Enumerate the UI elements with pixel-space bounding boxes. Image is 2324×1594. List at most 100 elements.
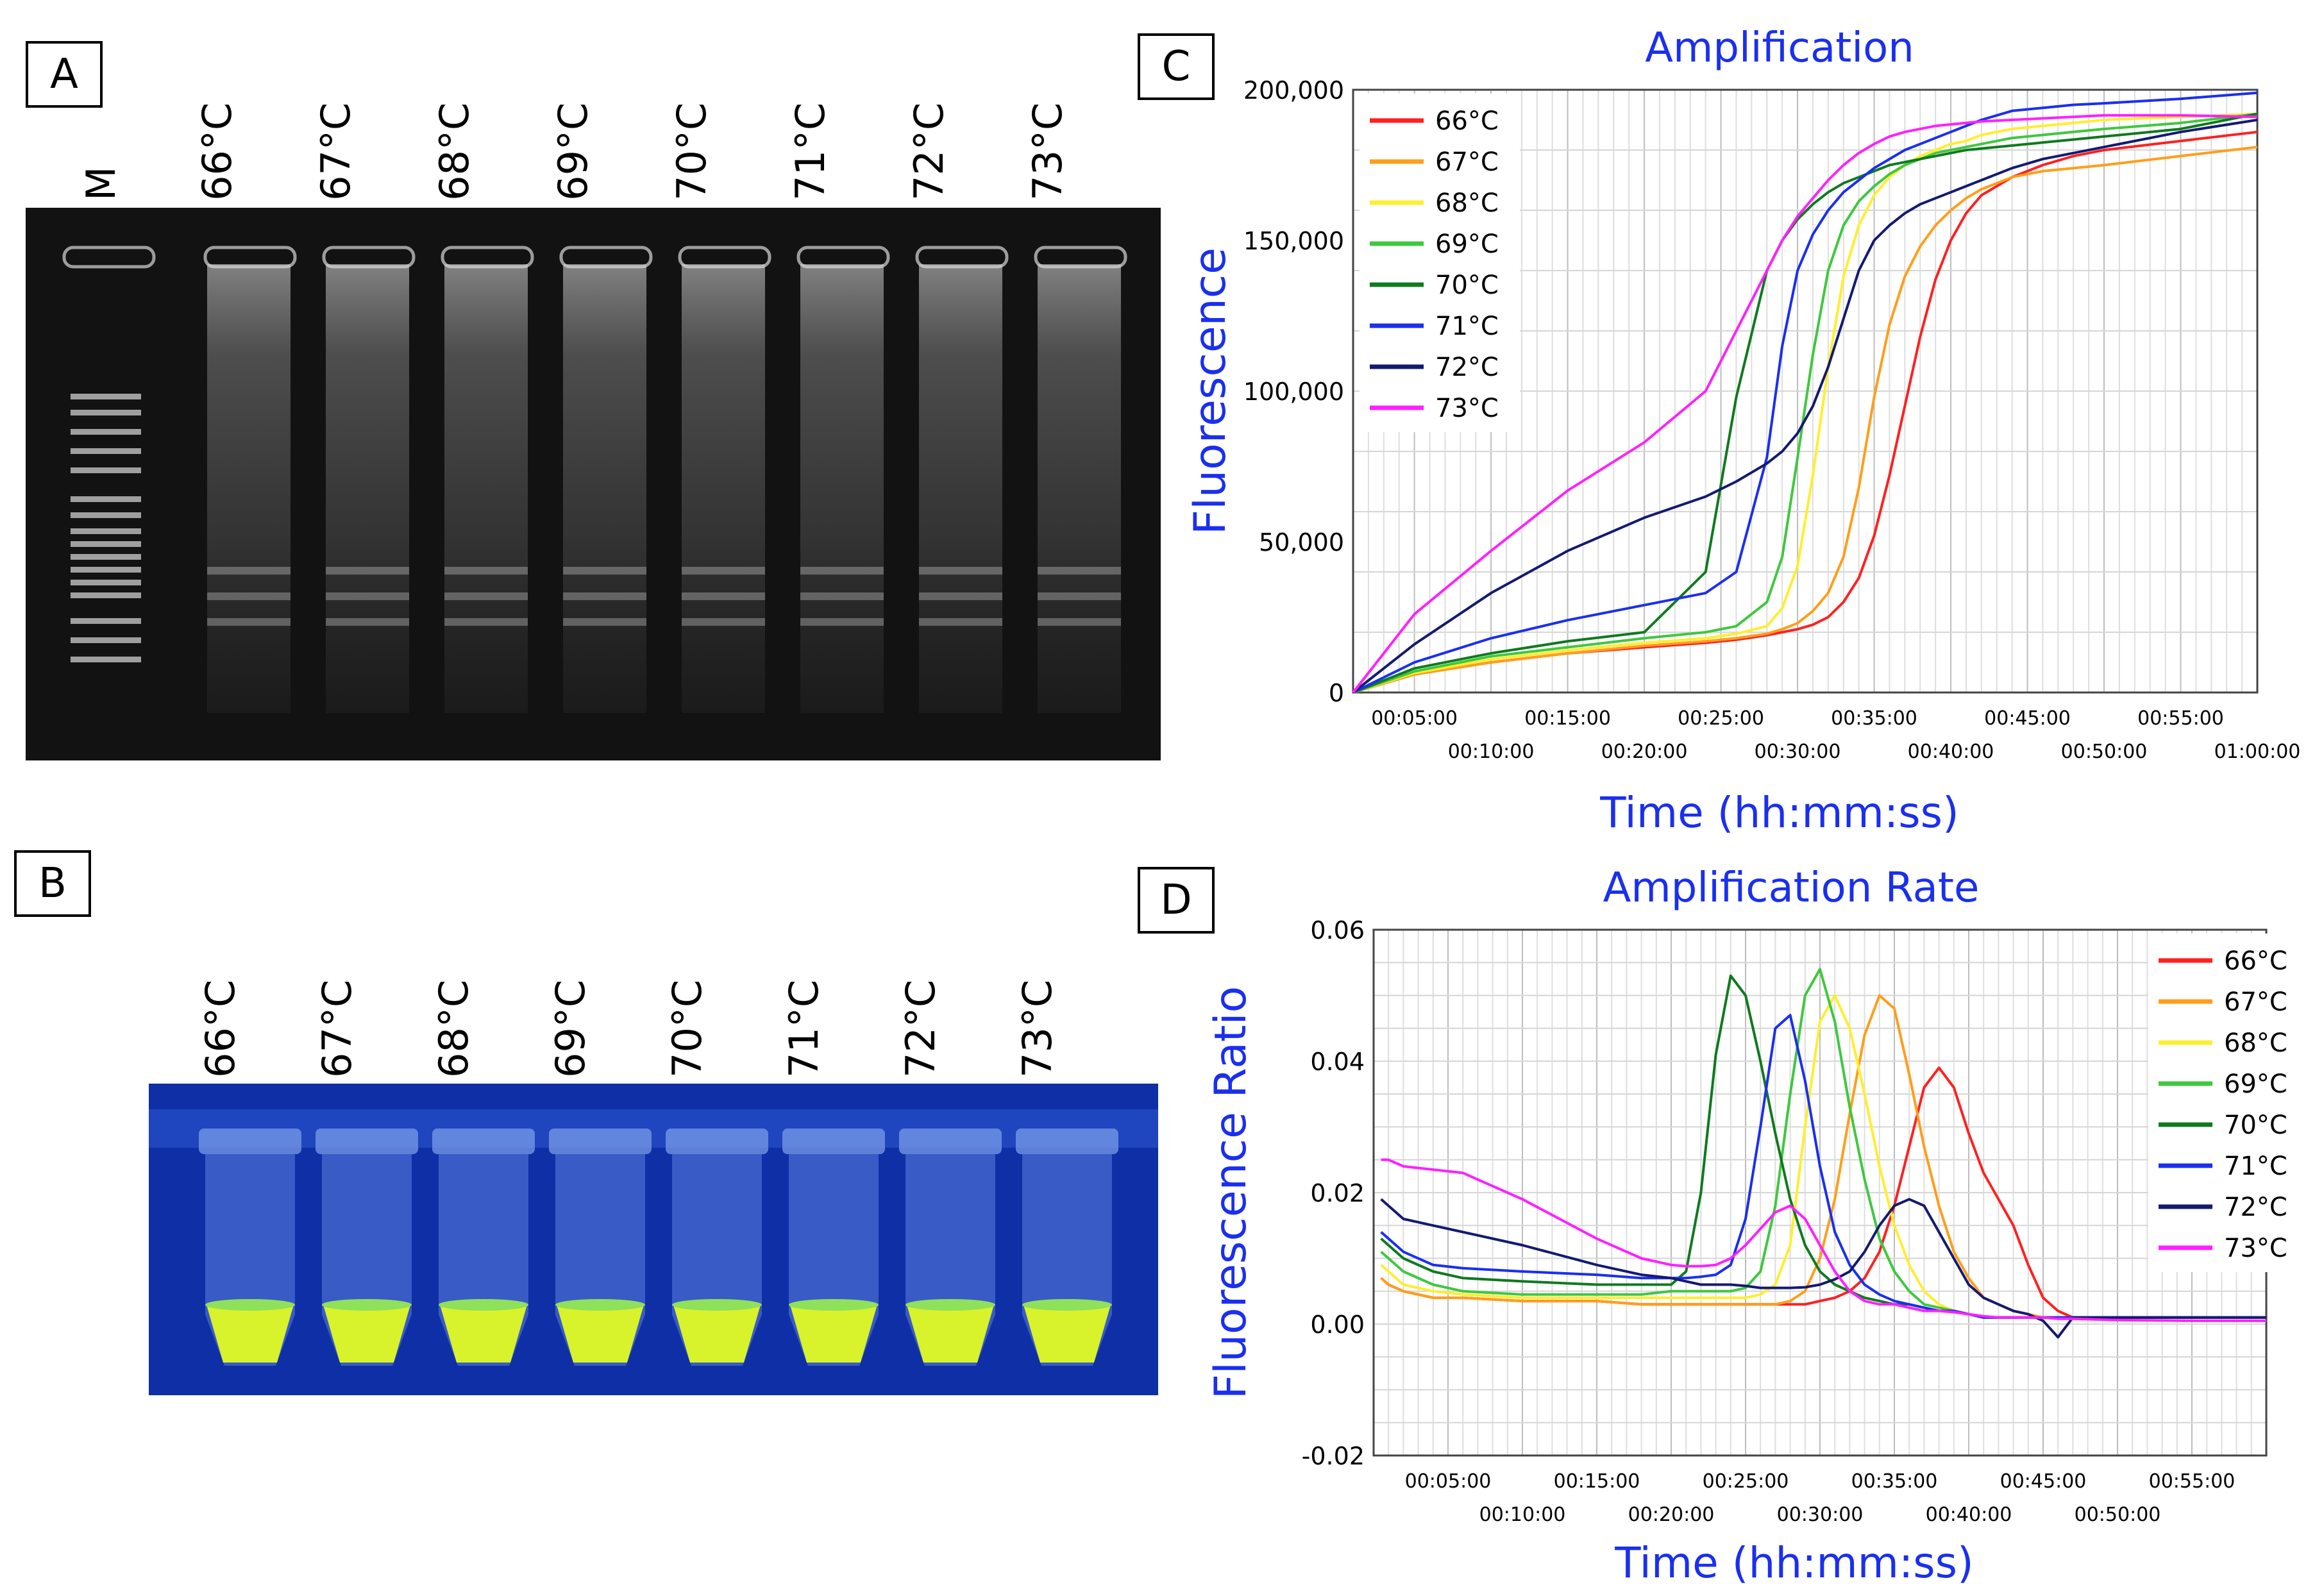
series-line [1380,1198,2266,1339]
amplification-rate-chart: Amplification Rate -0.02 0.00 0.02 0.04 0.06 0… [1206,864,2309,1588]
x-tick-label: 00:10:00 [1448,741,1535,763]
tube-fluorescent-liquid [206,1305,294,1363]
gel-lane-label: 67°C [312,102,359,201]
gel-band [326,567,409,575]
legend-label: 67°C [1435,147,1499,177]
tube-fluorescent-liquid [907,1305,994,1363]
legend-label: 68°C [1435,189,1499,218]
legend-label: 73°C [2224,1234,2287,1263]
gel-lane [563,264,646,713]
ladder-band [71,467,141,473]
y-tick-label: -0.02 [1302,1442,1365,1470]
legend-label: 71°C [1435,312,1499,341]
ladder-band [71,528,141,534]
gel-lane [207,264,290,713]
legend-label: 66°C [2224,946,2287,976]
ladder-band [71,496,141,502]
gel-band [1038,592,1121,600]
x-tick-label: 00:35:00 [1851,1470,1938,1493]
ladder-band [71,448,141,454]
gel-band [563,592,646,600]
tube-meniscus [205,1299,295,1311]
x-tick-label: 00:40:00 [1908,741,1994,763]
chart-legend: 66°C 67°C 68°C 69°C 70°C 71°C 72°C 73°C [1360,94,1520,432]
plot-frame [1352,88,2259,694]
gel-band [682,592,765,600]
chart-legend: 66°C 67°C 68°C 69°C 70°C 71°C 72°C 73°C [2148,934,2309,1272]
tube-fluorescent-liquid [673,1305,761,1363]
x-tick-label: 00:20:00 [1628,1504,1715,1526]
series-line [1380,974,2266,1319]
x-tick-label: 01:00:00 [2214,741,2301,763]
tube-fluorescent-liquid [440,1305,527,1363]
y-tick-label: 100,000 [1243,378,1344,406]
y-tick-label: 50,000 [1259,528,1344,557]
tube-meniscus [1022,1299,1112,1311]
tube-fluorescent-liquid [557,1305,644,1363]
ladder-band [71,637,141,643]
tube-lane-label: 66°C [197,979,244,1078]
panel-label-d: D [1138,867,1215,934]
tube-meniscus [789,1299,879,1311]
series-line [1352,119,2258,694]
series-line [1352,112,2258,694]
gel-lane [1038,264,1121,713]
tube-cap [782,1128,885,1154]
gel-image [26,208,1161,760]
gel-band [207,618,290,626]
tube-lane-label: 69°C [547,979,594,1078]
y-tick-label: 0 [1329,679,1344,707]
gel-band [326,618,409,626]
y-tick-label: 0.04 [1310,1048,1365,1076]
legend-label: 69°C [2224,1070,2287,1099]
tube-cap [549,1128,652,1154]
gel-band [1038,618,1121,626]
tube-cap [432,1128,535,1154]
ladder-band [71,541,141,547]
gel-lane-label: 71°C [787,102,834,201]
series-line [1352,146,2258,694]
x-tick-label: 00:45:00 [2000,1470,2087,1493]
ladder-band [71,429,141,435]
series-line [1352,112,2258,694]
tube-cap [666,1128,768,1154]
gel-band [919,618,1002,626]
y-tick-label: 0.02 [1310,1179,1365,1207]
tube-fluorescent-liquid [790,1305,877,1363]
tube-meniscus [322,1299,412,1311]
uv-tube-photo [149,1084,1158,1395]
gel-band [682,618,765,626]
gel-band [444,618,528,626]
ladder-band [71,567,141,573]
tube-meniscus [905,1299,995,1311]
ladder-band [71,657,141,662]
gel-band [919,592,1002,600]
x-tick-label: 00:15:00 [1524,707,1611,730]
gel-lane-label: 73°C [1024,102,1071,201]
y-tick-label: 0.00 [1310,1311,1365,1339]
tube-fluorescent-liquid [1023,1305,1111,1363]
tube-fluorescent-liquid [323,1305,410,1363]
gel-band [1038,567,1121,575]
x-tick-label: 00:05:00 [1405,1470,1492,1493]
x-tick-label: 00:25:00 [1678,707,1764,730]
legend-label: 71°C [2224,1152,2287,1181]
amplification-chart: Amplification 0 50,000 100,000 150,000 200,00… [1185,24,2301,837]
x-tick-label: 00:45:00 [1984,707,2071,730]
x-tick-label: 00:55:00 [2149,1470,2236,1493]
series-line [1380,968,2266,1319]
tube-lane-label: 72°C [897,979,944,1078]
legend-box [2148,934,2309,1272]
gel-band [682,567,765,575]
series-line [1381,1158,2266,1322]
ladder-band [71,618,141,624]
series-line [1352,130,2258,694]
gel-band [207,567,290,575]
x-axis-label: Time (hh:mm:ss) [1599,788,1959,837]
x-tick-label: 00:20:00 [1601,741,1688,763]
x-tick-label: 00:50:00 [2075,1504,2161,1526]
x-tick-label: 00:55:00 [2137,707,2224,730]
legend-label: 66°C [1435,106,1499,136]
gel-band [326,592,409,600]
gel-band [444,567,528,575]
